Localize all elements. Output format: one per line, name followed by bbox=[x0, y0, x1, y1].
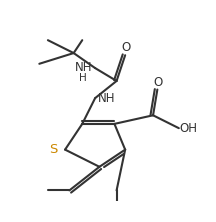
Text: H: H bbox=[79, 73, 87, 83]
Text: OH: OH bbox=[179, 122, 197, 135]
Text: O: O bbox=[122, 41, 131, 54]
Text: S: S bbox=[49, 143, 57, 156]
Text: O: O bbox=[154, 75, 163, 89]
Text: NH: NH bbox=[98, 92, 116, 105]
Text: NH: NH bbox=[75, 61, 92, 73]
